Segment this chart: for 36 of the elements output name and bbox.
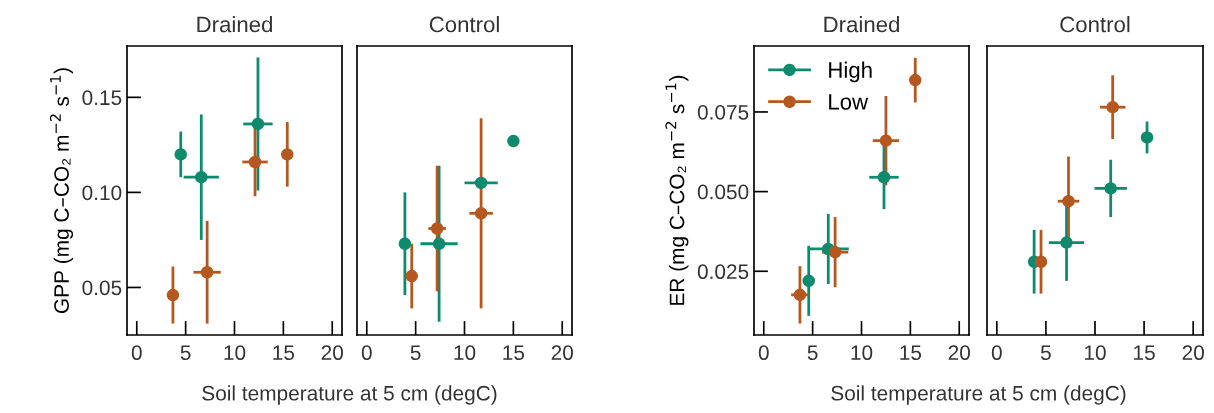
x-axis-title: Soil temperature at 5 cm (degC) <box>831 385 1126 405</box>
x-tick-label: 20 <box>948 345 970 361</box>
y-tick-label: 0.05 <box>82 280 122 296</box>
legend-label: Low <box>829 94 869 110</box>
x-tick-label: 5 <box>180 345 191 361</box>
x-tick-label: 15 <box>503 345 525 361</box>
x-tick-label: 0 <box>991 345 1002 361</box>
chart-title: Drained <box>824 16 899 33</box>
y-tick-label: 0.15 <box>82 90 122 106</box>
x-tick-label: 20 <box>321 345 343 361</box>
x-tick-label: 10 <box>1085 345 1106 361</box>
y-axis-title: GPP (mg C–CO₂ m$^{−2}$ s$^{−1}$) <box>49 68 74 313</box>
chart-title: Drained <box>197 16 272 33</box>
y-tick-label: 0.025 <box>697 264 749 280</box>
x-tick-label: 10 <box>224 345 246 361</box>
x-tick-label: 10 <box>851 345 873 361</box>
x-tick-label: 20 <box>1182 345 1204 361</box>
legend-label: High <box>829 61 872 83</box>
x-tick-label: 0 <box>758 345 769 361</box>
y-tick-label: 0.050 <box>697 184 749 200</box>
x-tick-label: 5 <box>1040 345 1051 361</box>
chart-title: Control <box>429 16 499 33</box>
x-tick-label: 0 <box>131 345 142 361</box>
x-tick-label: 10 <box>454 345 476 361</box>
x-tick-label: 20 <box>551 345 573 361</box>
x-axis-title: Soil temperature at 5 cm (degC) <box>202 385 497 405</box>
y-tick-label: 0.10 <box>82 185 122 201</box>
x-tick-label: 15 <box>900 345 922 361</box>
x-tick-label: 0 <box>361 345 372 361</box>
x-tick-label: 15 <box>273 345 295 361</box>
x-tick-label: 5 <box>807 345 818 361</box>
x-tick-label: 5 <box>410 345 421 361</box>
chart-title: Control <box>1060 16 1130 33</box>
y-axis-title: ER (mg C–CO₂ m$^{−2}$ s$^{−1}$) <box>665 75 689 305</box>
y-tick-label: 0.075 <box>697 104 749 120</box>
x-tick-label: 15 <box>1134 345 1155 361</box>
